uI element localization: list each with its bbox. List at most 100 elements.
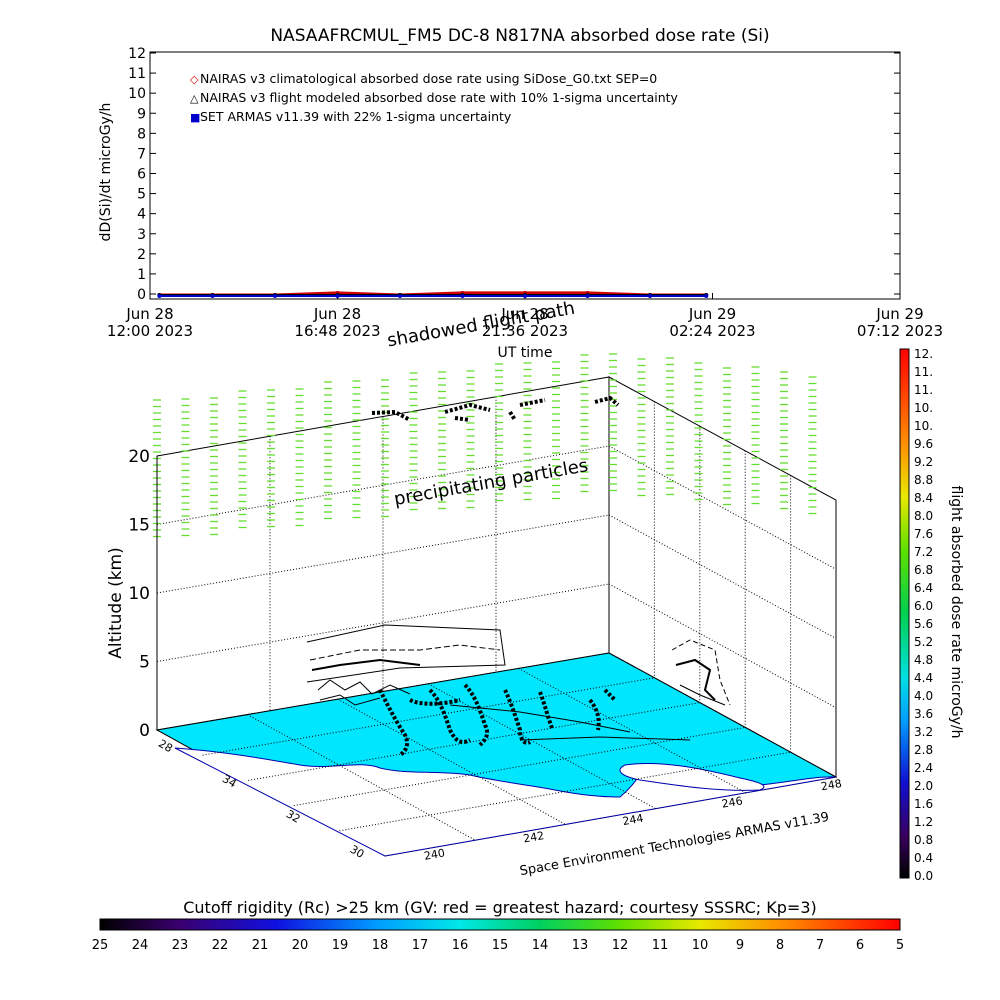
rigidity-tick-label: 11 (652, 938, 669, 953)
wall-grid-line (608, 445, 837, 570)
legend-entry: NAIRAS v3 flight modeled absorbed dose r… (200, 90, 679, 105)
x-tick-label-time: 21:36 2023 (482, 322, 568, 340)
rigidity-tick-label: 24 (132, 938, 149, 953)
y-tick-label: 6 (137, 167, 146, 183)
dose-colorbar-tick-label: 7.6 (914, 527, 933, 541)
y-tick-label: 11 (128, 66, 146, 82)
y-tick-label: 9 (137, 106, 146, 122)
lat-tick-label: 30 (348, 843, 367, 861)
dose-colorbar-tick-label: 5.6 (914, 617, 933, 631)
z-tick-label: 20 (128, 447, 150, 467)
top-chart-legend: ◇ NAIRAS v3 climatological absorbed dose … (190, 71, 679, 124)
rigidity-tick-label: 21 (252, 938, 269, 953)
rigidity-tick-label: 20 (292, 938, 309, 953)
shadowed-flight-path-right (671, 639, 731, 706)
shadowed-flight-path-top (371, 395, 620, 422)
rigidity-tick-label: 6 (856, 938, 864, 953)
latitude-ticks: 28 34 32 30 (156, 737, 366, 861)
rigidity-gradient (99, 918, 901, 931)
precipitating-particles (153, 353, 817, 538)
x-tick-label-day: Jun 28 (313, 305, 361, 323)
map-grid-line (427, 683, 656, 810)
dose-colorbar-tick-label: 8.4 (914, 491, 933, 505)
x-tick-label-day: Jun 28 (125, 305, 173, 323)
series-point (523, 293, 527, 298)
dose-colorbar-ticks: 12. 11. 11. 10. 10. 9.6 9.2 8.8 8.4 8.0 7.6 7.2 6.8 6… (914, 347, 933, 883)
x-tick-label-day: Jun 29 (875, 305, 923, 323)
rigidity-tick-label: 8 (776, 938, 784, 953)
rigidity-tick-label: 19 (332, 938, 349, 953)
series-point (585, 293, 590, 298)
map-island (619, 762, 765, 791)
dose-colorbar-tick-label: 11. (914, 383, 933, 397)
series-point (157, 293, 162, 298)
dose-colorbar-tick-label: 4.0 (914, 689, 933, 703)
dose-colorbar-tick-label: 6.8 (914, 563, 933, 577)
y-tick-label: 0 (137, 287, 146, 303)
longitude-ticks: 240 242 244 246 248 (423, 777, 843, 863)
z-axis-label: Altitude (km) (106, 547, 126, 659)
rigidity-ticks: 25 24 23 22 21 20 19 18 17 16 15 14 13 12 11 10 9 8 7 6 5 (92, 938, 904, 953)
dose-colorbar-tick-label: 2.4 (914, 761, 933, 775)
lat-tick-label: 32 (284, 807, 303, 825)
top-chart: NASAAFRCMUL_FM5 DC-8 N817NA absorbed dos… (98, 26, 943, 361)
legend-symbol: ◇ (190, 73, 199, 86)
map-grid-line (202, 677, 655, 756)
series-point (273, 293, 277, 298)
y-tick-label: 7 (137, 146, 146, 162)
rigidity-title: Cutoff rigidity (Rc) >25 km (GV: red = g… (183, 898, 817, 917)
dose-colorbar-tick-label: 12. (914, 347, 933, 361)
dose-colorbar-tick-label: 8.8 (914, 473, 933, 487)
dose-colorbar-tick-label: 10. (914, 401, 933, 415)
series-point (398, 293, 402, 298)
y-tick-label: 3 (137, 227, 146, 243)
map-grid-line (247, 714, 476, 841)
wall-grid-line (608, 583, 837, 709)
rigidity-tick-label: 13 (572, 938, 589, 953)
rigidity-tick-label: 7 (816, 938, 824, 953)
dose-colorbar-tick-label: 4.8 (914, 653, 933, 667)
dose-colorbar-tick-label: 0.8 (914, 833, 933, 847)
lat-tick-label: 34 (220, 772, 239, 790)
rigidity-tick-label: 25 (92, 938, 109, 953)
dose-colorbar-tick-label: 4.4 (914, 671, 933, 685)
map-grid-line (339, 751, 791, 832)
precipitating-particles-label: precipitating particles (392, 455, 589, 510)
y-tick-label: 8 (137, 126, 146, 142)
series-point (460, 293, 465, 298)
dose-colorbar-tick-label: 6.0 (914, 599, 933, 613)
panel-3d-grid (156, 396, 837, 753)
dose-colorbar-tick-label: 10. (914, 419, 933, 433)
lon-tick-label: 242 (522, 829, 545, 845)
dose-colorbar-tick-label: 8.0 (914, 509, 933, 523)
lon-tick-label: 240 (423, 846, 446, 862)
x-tick-label-time: 12:00 2023 (107, 322, 193, 340)
y-tick-label: 4 (137, 207, 146, 223)
dose-colorbar-tick-label: 1.6 (914, 797, 933, 811)
dose-colorbar-tick-label: 0.0 (914, 869, 933, 883)
x-tick-label-time: 16:48 2023 (294, 322, 380, 340)
wall-grid-line (608, 514, 837, 639)
dose-colorbar-tick-label: 5.2 (914, 635, 933, 649)
dose-colorbar-tick-label: 9.2 (914, 455, 933, 469)
x-tick-label-time: 02:24 2023 (669, 322, 755, 340)
z-tick-label: 10 (128, 584, 150, 604)
rigidity-tick-label: 15 (492, 938, 509, 953)
rigidity-tick-label: 5 (896, 938, 904, 953)
z-axis-ticks: 0 5 10 15 20 (128, 447, 150, 741)
wall-grid-line (156, 514, 610, 594)
z-tick-label: 0 (139, 721, 150, 741)
rigidity-tick-label: 22 (212, 938, 229, 953)
dose-colorbar-gradient (899, 348, 910, 879)
rigidity-colorbar: Cutoff rigidity (Rc) >25 km (GV: red = g… (92, 898, 904, 953)
x-tick-label-day: Jun 29 (688, 305, 736, 323)
y-tick-label: 5 (137, 187, 146, 203)
map-grid-line (518, 667, 747, 794)
z-tick-label: 15 (128, 516, 150, 536)
rigidity-tick-label: 18 (372, 938, 389, 953)
dose-colorbar-tick-label: 0.4 (914, 851, 933, 865)
